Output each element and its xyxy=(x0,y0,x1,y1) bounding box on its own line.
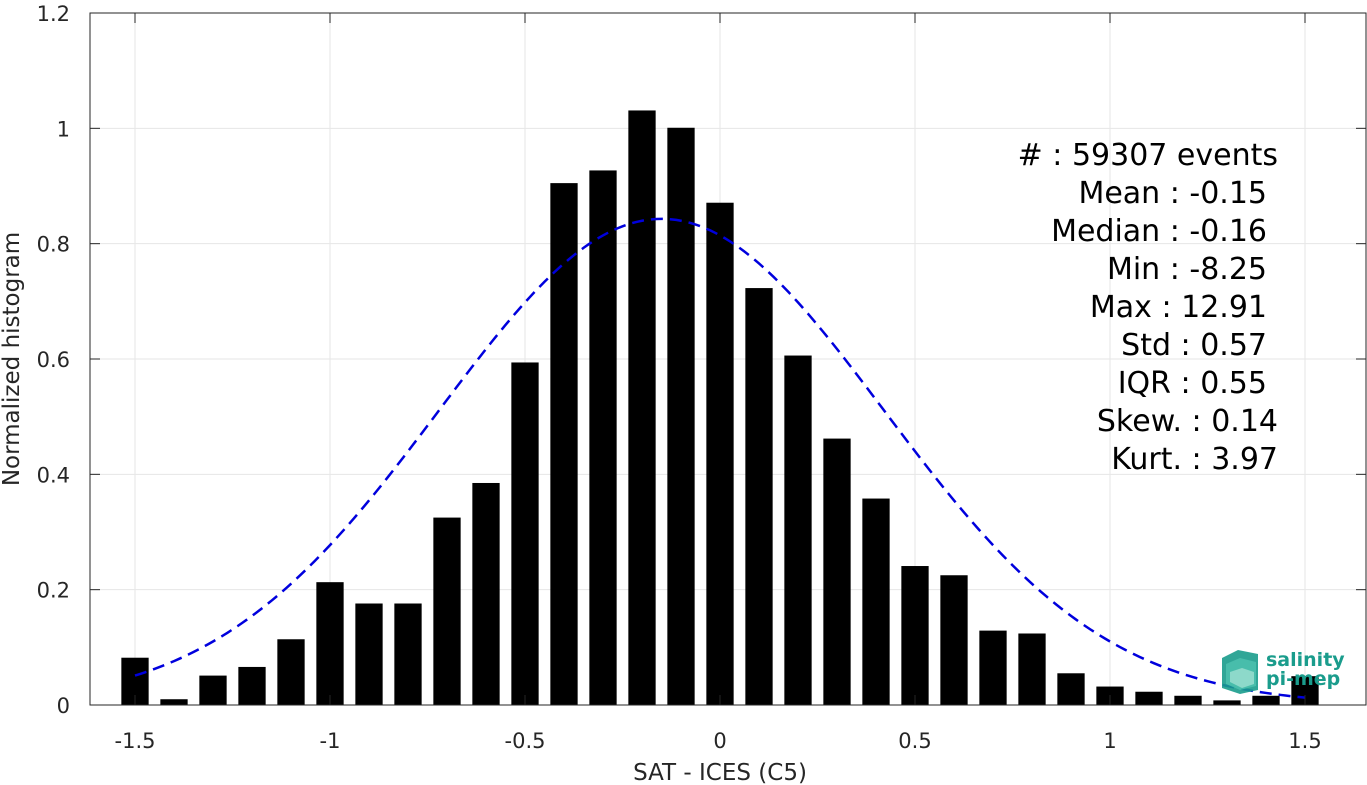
salinity-pimep-logo: salinity pi-mep xyxy=(1222,649,1345,694)
histogram-bar xyxy=(784,355,812,705)
histogram-bar xyxy=(511,362,539,705)
histogram-bars xyxy=(121,110,1319,706)
histogram-bar xyxy=(238,666,266,705)
y-tick-label: 0.8 xyxy=(37,233,70,257)
x-tick-label: -1 xyxy=(320,729,341,753)
y-axis-title: Normalized histogram xyxy=(0,232,25,486)
histogram-bar xyxy=(160,699,188,705)
histogram-bar xyxy=(472,482,500,705)
x-tick-label: 0 xyxy=(713,729,726,753)
gaussian-fit-curve xyxy=(134,217,1306,699)
x-tick-label: 1 xyxy=(1103,729,1116,753)
x-tick-label: -1.5 xyxy=(115,729,156,753)
histogram-bar xyxy=(901,566,929,705)
histogram-bar xyxy=(940,575,968,705)
stat-mean: Mean : -0.15 xyxy=(1078,176,1267,211)
histogram-bar xyxy=(628,110,656,705)
histogram-bar xyxy=(1018,633,1046,705)
stat-min: Min : -8.25 xyxy=(1107,252,1267,287)
histogram-bar xyxy=(355,603,383,705)
y-tick-label: 1.2 xyxy=(37,2,70,26)
histogram-bar xyxy=(1252,695,1280,705)
histogram-bar xyxy=(433,517,461,705)
x-tick-labels: -1.5 -1 -0.5 0 0.5 1 1.5 xyxy=(115,729,1322,753)
x-axis-title: SAT - ICES (C5) xyxy=(633,760,807,785)
y-tick-label: 1 xyxy=(57,117,70,141)
histogram-bar xyxy=(667,127,695,706)
logo-text-pimep: pi-mep xyxy=(1266,668,1340,690)
x-tick-label: 0.5 xyxy=(898,729,931,753)
y-tick-label: 0.4 xyxy=(37,463,70,487)
histogram-bar xyxy=(277,639,305,705)
histogram-bar xyxy=(823,438,851,705)
histogram-bar xyxy=(199,675,227,705)
histogram-bar xyxy=(589,170,617,705)
stat-max: Max : 12.91 xyxy=(1090,290,1267,325)
histogram-bar xyxy=(1174,695,1202,705)
histogram-bar xyxy=(745,288,773,705)
histogram-bar xyxy=(862,498,890,705)
histogram-bar xyxy=(550,183,578,705)
histogram-bar xyxy=(316,582,344,705)
x-tick-label: -0.5 xyxy=(505,729,546,753)
histogram-bar xyxy=(979,630,1007,705)
y-tick-label: 0.2 xyxy=(37,579,70,603)
x-tick-label: 1.5 xyxy=(1288,729,1321,753)
statistics-box: # : 59307 events Mean : -0.15 Median : -… xyxy=(1018,138,1278,477)
stat-std: Std : 0.57 xyxy=(1121,328,1267,363)
histogram-bar xyxy=(394,603,422,705)
histogram-bar xyxy=(1135,691,1163,705)
y-tick-labels: 0 0.2 0.4 0.6 0.8 1 1.2 xyxy=(37,2,70,718)
histogram-bar xyxy=(1057,673,1085,705)
stat-kurt: Kurt. : 3.97 xyxy=(1111,442,1278,477)
logo-wave-icon xyxy=(1222,650,1258,694)
axis-ticks xyxy=(90,12,1366,706)
stat-median: Median : -0.16 xyxy=(1051,214,1267,249)
stat-events: # : 59307 events xyxy=(1018,138,1278,173)
stat-iqr: IQR : 0.55 xyxy=(1118,366,1267,401)
y-tick-label: 0 xyxy=(57,694,70,718)
histogram-bar xyxy=(1213,700,1241,705)
logo-text-salinity: salinity xyxy=(1266,649,1345,671)
stat-skew: Skew. : 0.14 xyxy=(1097,404,1278,439)
histogram-bar xyxy=(706,202,734,705)
y-tick-label: 0.6 xyxy=(37,348,70,372)
